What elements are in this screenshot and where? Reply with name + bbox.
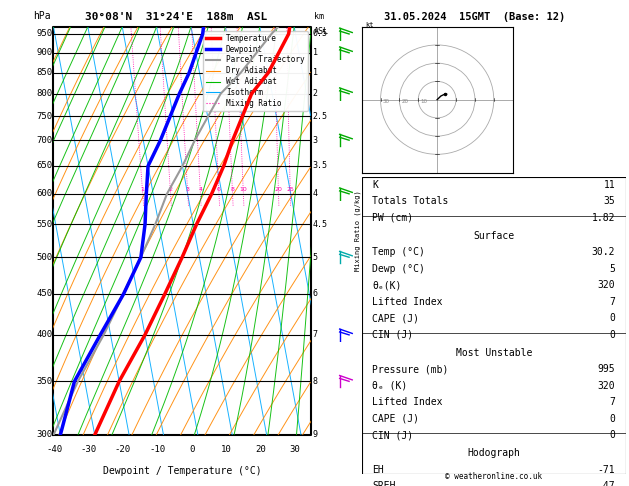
Text: -40: -40 (46, 445, 62, 454)
Text: Lifted Index: Lifted Index (372, 397, 443, 407)
Text: 1.82: 1.82 (592, 213, 615, 223)
Text: 11: 11 (604, 180, 615, 190)
Text: 350: 350 (36, 377, 52, 386)
Text: -20: -20 (115, 445, 131, 454)
Text: km: km (314, 12, 324, 20)
Text: 7: 7 (610, 297, 615, 307)
Text: 20: 20 (275, 187, 282, 192)
Legend: Temperature, Dewpoint, Parcel Trajectory, Dry Adiabat, Wet Adiabat, Isotherm, Mi: Temperature, Dewpoint, Parcel Trajectory… (203, 31, 308, 111)
Text: 3: 3 (186, 187, 190, 192)
Text: 400: 400 (36, 330, 52, 339)
Text: 30: 30 (289, 445, 300, 454)
Text: 320: 320 (598, 381, 615, 391)
Text: Temp (°C): Temp (°C) (372, 247, 425, 258)
Text: 8: 8 (313, 377, 318, 386)
Text: 20: 20 (255, 445, 266, 454)
Text: SREH: SREH (372, 481, 396, 486)
Text: 900: 900 (36, 48, 52, 57)
Text: EH: EH (372, 465, 384, 475)
Text: PW (cm): PW (cm) (372, 213, 413, 223)
Text: 30.2: 30.2 (592, 247, 615, 258)
Text: 3.5: 3.5 (313, 161, 328, 171)
Text: 31.05.2024  15GMT  (Base: 12): 31.05.2024 15GMT (Base: 12) (384, 12, 565, 22)
Text: θₑ(K): θₑ(K) (372, 280, 402, 290)
Text: 10: 10 (221, 445, 231, 454)
Text: CAPE (J): CAPE (J) (372, 414, 420, 424)
Text: 3: 3 (313, 136, 318, 145)
Text: 650: 650 (36, 161, 52, 171)
Text: 4: 4 (313, 190, 318, 198)
Text: 10: 10 (240, 187, 247, 192)
Text: 35: 35 (604, 196, 615, 207)
Text: -47: -47 (598, 481, 615, 486)
Text: 950: 950 (36, 30, 52, 38)
Text: 7: 7 (313, 330, 318, 339)
Text: 995: 995 (598, 364, 615, 374)
Text: 450: 450 (36, 290, 52, 298)
Text: 0: 0 (189, 445, 194, 454)
Text: -71: -71 (598, 465, 615, 475)
Text: 300: 300 (36, 431, 52, 439)
Text: 1: 1 (313, 48, 318, 57)
Text: 5: 5 (313, 253, 318, 262)
Text: 800: 800 (36, 89, 52, 98)
Text: Surface: Surface (473, 231, 515, 241)
Text: CIN (J): CIN (J) (372, 330, 413, 340)
Text: 2: 2 (169, 187, 172, 192)
Text: Hodograph: Hodograph (467, 448, 520, 458)
Text: 4: 4 (198, 187, 203, 192)
Text: Dewp (°C): Dewp (°C) (372, 264, 425, 274)
Text: 8: 8 (231, 187, 235, 192)
Text: 1: 1 (313, 68, 318, 77)
Text: 0.5: 0.5 (313, 30, 328, 38)
Text: 2: 2 (313, 89, 318, 98)
Text: CAPE (J): CAPE (J) (372, 313, 420, 323)
Text: θₑ (K): θₑ (K) (372, 381, 408, 391)
Text: 700: 700 (36, 136, 52, 145)
Text: Most Unstable: Most Unstable (455, 348, 532, 358)
Text: 4.5: 4.5 (313, 220, 328, 228)
Text: 5: 5 (610, 264, 615, 274)
Text: hPa: hPa (33, 11, 51, 20)
Text: 0: 0 (610, 313, 615, 323)
Text: 0: 0 (610, 414, 615, 424)
Text: 850: 850 (36, 68, 52, 77)
Text: 0: 0 (610, 330, 615, 340)
Text: 320: 320 (598, 280, 615, 290)
Text: 20: 20 (401, 99, 408, 104)
Text: 30: 30 (382, 99, 389, 104)
Text: CIN (J): CIN (J) (372, 430, 413, 440)
Text: 30°08'N  31°24'E  188m  ASL: 30°08'N 31°24'E 188m ASL (85, 12, 267, 22)
Text: © weatheronline.co.uk: © weatheronline.co.uk (445, 472, 542, 481)
Text: Mixing Ratio (g/kg): Mixing Ratio (g/kg) (355, 191, 361, 271)
Text: Dewpoint / Temperature (°C): Dewpoint / Temperature (°C) (103, 466, 262, 476)
Text: -30: -30 (81, 445, 97, 454)
Text: 2.5: 2.5 (313, 112, 328, 121)
Text: 6: 6 (313, 290, 318, 298)
Text: 500: 500 (36, 253, 52, 262)
Text: 6: 6 (217, 187, 221, 192)
Text: 550: 550 (36, 220, 52, 228)
Text: 9: 9 (313, 431, 318, 439)
Text: ASL: ASL (314, 27, 329, 36)
Text: kt: kt (365, 22, 374, 28)
Text: 10: 10 (420, 99, 427, 104)
Text: Pressure (mb): Pressure (mb) (372, 364, 448, 374)
Text: K: K (372, 180, 378, 190)
Text: 1: 1 (141, 187, 145, 192)
Text: -10: -10 (149, 445, 165, 454)
Text: Totals Totals: Totals Totals (372, 196, 448, 207)
Text: 25: 25 (286, 187, 294, 192)
Text: 750: 750 (36, 112, 52, 121)
Text: 7: 7 (610, 397, 615, 407)
Text: 0: 0 (610, 430, 615, 440)
Text: Lifted Index: Lifted Index (372, 297, 443, 307)
Text: 600: 600 (36, 190, 52, 198)
